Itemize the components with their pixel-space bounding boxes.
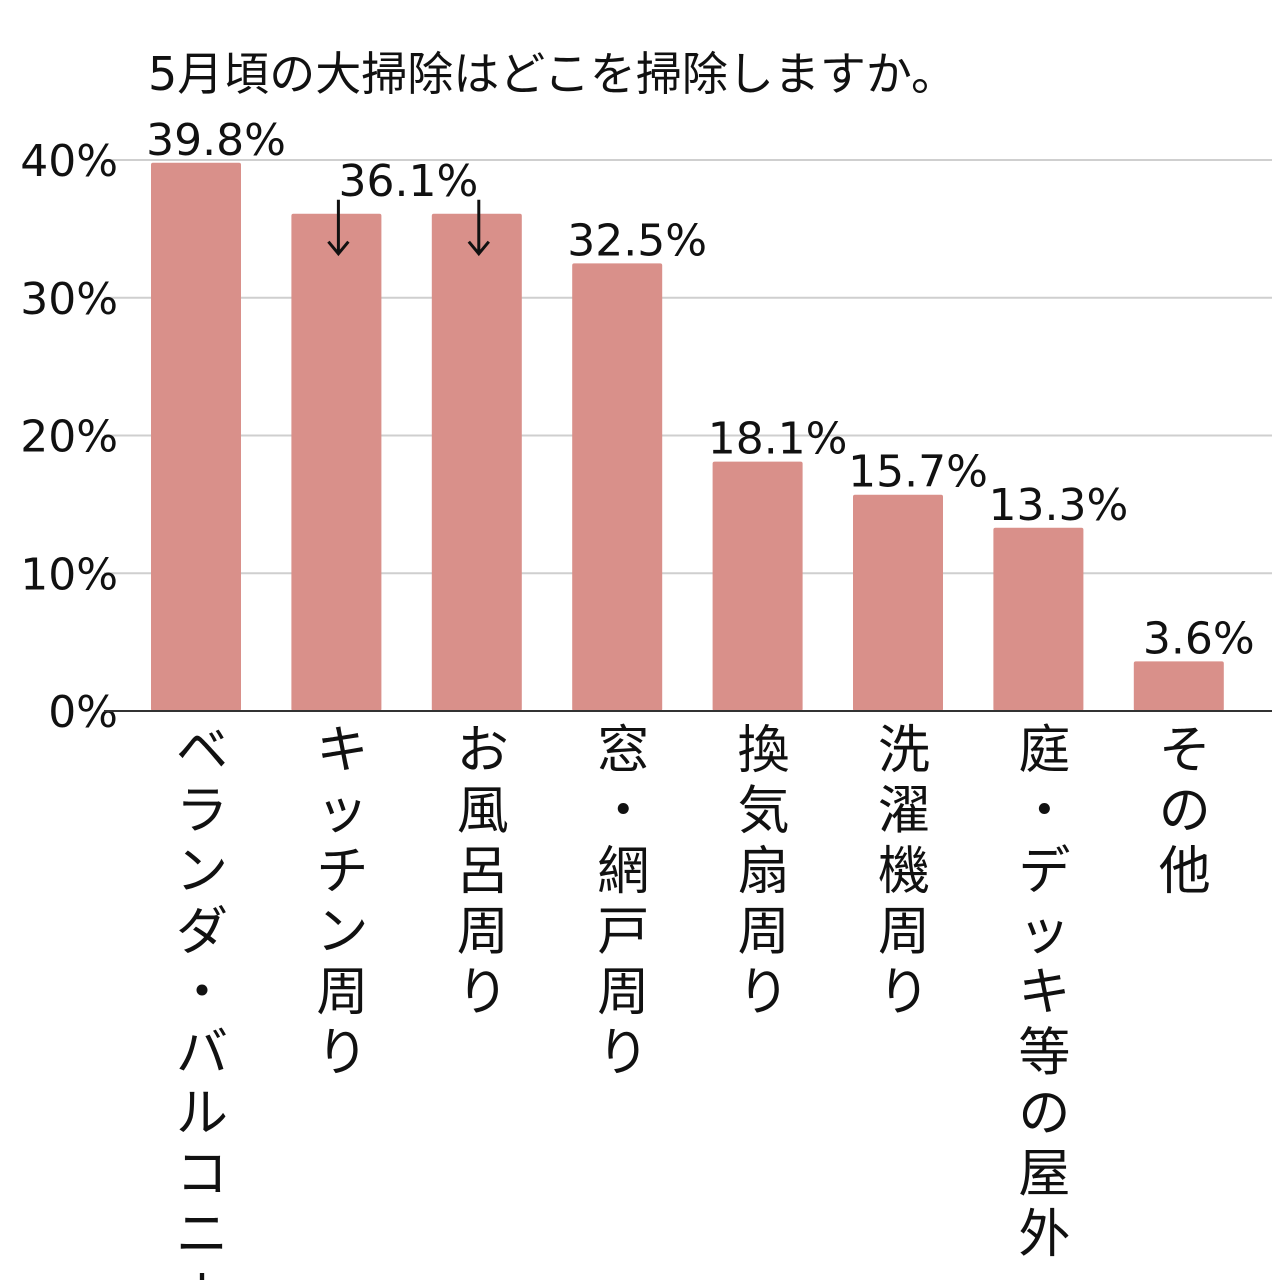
value-labels: 39.8% 36.1% 32.5% 18.1%15.7%13.3% 3.6%	[146, 115, 1255, 665]
bar	[151, 162, 241, 711]
category-label: 洗濯機周り	[878, 721, 930, 1023]
bar	[1133, 661, 1224, 711]
y-axis-ticks: 0% 10% 20% 30% 40%	[20, 136, 118, 738]
category-label: キッチン周り	[316, 721, 368, 1084]
value-label: 15.7%	[848, 447, 988, 498]
value-label: 3.6%	[1143, 613, 1255, 664]
y-tick-label: 10%	[20, 549, 118, 600]
category-label: 窓・網戸周り	[597, 721, 649, 1084]
value-label: 32.5%	[567, 215, 707, 266]
chart-title: 5月頃の大掃除はどこを掃除しますか。	[148, 47, 957, 101]
bar	[431, 213, 522, 711]
down-arrow-icon	[467, 199, 490, 257]
bar	[712, 461, 803, 711]
arrow-markers	[327, 199, 490, 257]
y-tick-label: 20%	[20, 412, 118, 463]
bar	[291, 213, 382, 711]
category-label: お風呂周り	[457, 721, 509, 1023]
category-label: 庭・デッキ等の屋外	[1018, 721, 1070, 1265]
bar	[853, 494, 943, 711]
value-label: 39.8%	[146, 115, 286, 166]
bars	[151, 162, 1224, 711]
value-label: 18.1%	[708, 414, 848, 465]
category-labels: ベランダ・バルコニ| キッチン周り お風呂周り 窓・網戸周り 換気扇周り 洗濯機周り 庭・デ…	[176, 721, 1211, 1280]
value-label: 13.3%	[989, 480, 1129, 531]
y-tick-label: 30%	[20, 274, 118, 325]
y-tick-label: 40%	[20, 136, 118, 187]
category-label: 換気扇周り	[738, 721, 790, 1023]
bar	[993, 527, 1084, 711]
bar	[572, 263, 663, 711]
down-arrow-icon	[327, 199, 350, 257]
y-tick-label: 0%	[48, 687, 118, 738]
category-label: ベランダ・バルコニ|	[176, 721, 228, 1280]
category-label: その他	[1159, 721, 1211, 902]
value-label: 36.1%	[339, 156, 479, 207]
